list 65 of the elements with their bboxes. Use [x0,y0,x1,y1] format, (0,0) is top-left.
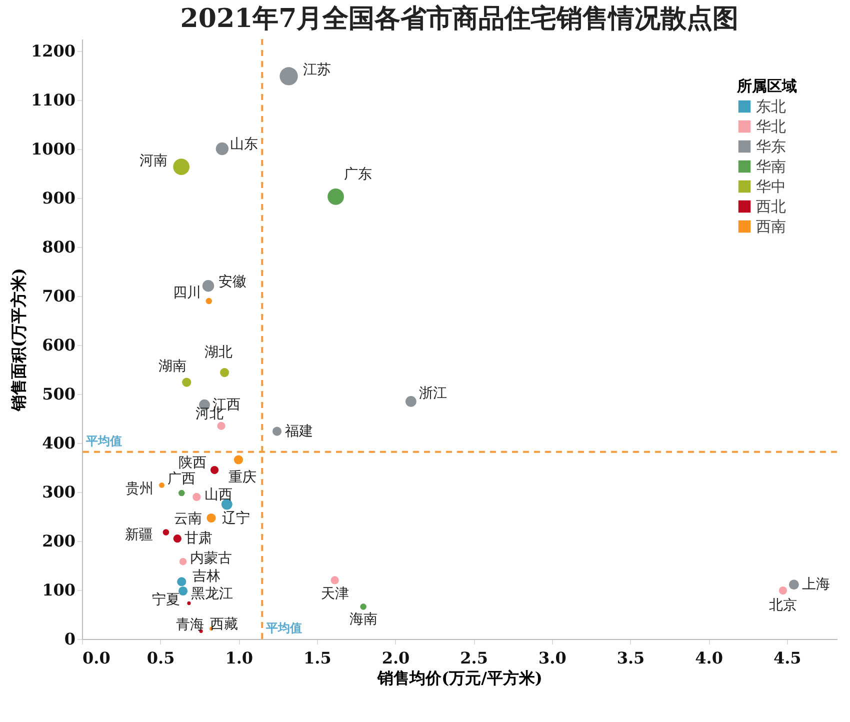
x-tick-label: 3.0 [538,648,566,668]
x-tick-label: 3.5 [616,648,645,668]
ref-line-label: 平均值 [85,434,122,448]
x-tick-label: 4.5 [773,648,802,668]
x-tick-label: 1.0 [225,648,254,668]
y-tick-label: 0 [64,630,76,648]
x-tick-label: 1.5 [304,648,332,668]
y-tick-label: 200 [42,532,76,551]
y-tick-label: 400 [42,434,76,453]
y-axis-title: 销售面积(万平方米) [8,268,28,412]
annotation: 四川 [172,285,201,302]
legend-label: 西北 [756,198,786,216]
y-tick-label: 1100 [30,90,76,110]
annotation: 北京 [768,598,797,614]
y-tick-label: 1200 [30,42,76,61]
legend-label: 华南 [756,158,786,176]
y-tick-label: 600 [42,336,76,355]
annotation: 内蒙古 [190,550,232,567]
y-tick-label: 900 [42,188,76,208]
y-tick-label: 100 [42,580,76,600]
y-tick-label: 500 [42,384,76,404]
annotation: 广西 [168,471,196,488]
y-tick-label: 300 [42,482,76,502]
annotation: 黑龙江 [191,586,234,602]
annotation: 西藏 [210,616,238,633]
x-tick-label: 0.0 [82,648,110,668]
annotation: 江苏 [302,62,331,78]
annotation: 福建 [285,423,314,440]
annotation: 重庆 [228,470,256,486]
annotation: 广东 [344,166,372,183]
annotation: 安徽 [218,274,246,290]
annotation: 湖北 [204,344,233,361]
annotation: 天津 [320,586,349,602]
x-tick-label: 2.5 [460,648,488,668]
chart-title: 2021年7月全国各省市商品住宅销售情况散点图 [180,4,739,34]
y-tick-label: 800 [42,238,76,257]
annotation: 上海 [802,576,830,593]
legend-label: 华北 [756,118,786,136]
annotation: 贵州 [126,481,154,498]
x-tick-label: 4.0 [695,648,723,668]
y-tick-label: 700 [42,286,76,306]
annotation: 湖南 [158,358,187,374]
legend-label: 华中 [756,178,786,196]
x-tick-label: 2.0 [382,648,410,668]
annotation: 山东 [230,136,258,153]
legend-label: 西南 [756,218,786,236]
annotation: 新疆 [124,527,153,544]
annotation: 吉林 [192,568,221,585]
annotation: 河南 [139,152,168,169]
x-axis-title: 销售均价(万元/平方米) [376,668,542,688]
annotation: 陕西 [178,455,207,472]
annotation: 宁夏 [152,592,180,608]
annotation: 云南 [174,511,202,528]
legend-label: 东北 [756,98,786,116]
annotation: 山西 [204,486,233,503]
x-tick-label: 0.5 [146,648,175,668]
annotation: 海南 [349,612,378,628]
legend-title: 所属区域 [736,77,797,95]
annotation: 青海 [176,617,204,634]
annotation: 甘肃 [184,530,212,547]
annotation: 辽宁 [222,510,250,526]
annotation: 浙江 [418,385,447,402]
legend-label: 华东 [756,138,786,156]
ref-line-label: 平均值 [265,621,302,635]
y-tick-label: 1000 [30,140,76,159]
